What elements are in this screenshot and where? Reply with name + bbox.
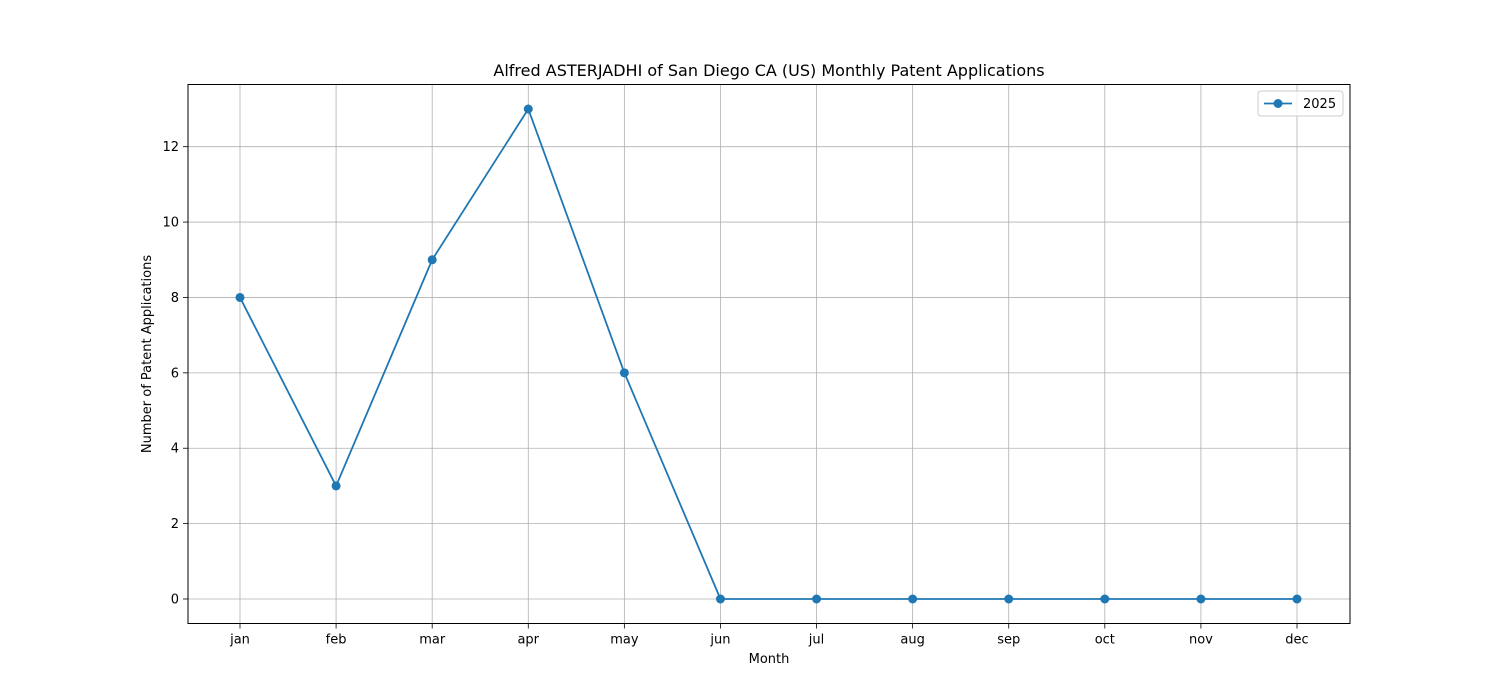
x-tick-label: sep (997, 633, 1020, 648)
data-point-nov (1196, 595, 1205, 604)
data-point-aug (908, 595, 917, 604)
x-tick-label: nov (1189, 633, 1213, 648)
legend-entry-label: 2025 (1303, 97, 1336, 112)
data-point-jun (716, 595, 725, 604)
x-tick-label: jan (229, 633, 250, 648)
data-point-apr (524, 105, 533, 114)
y-tick-label: 6 (171, 366, 179, 381)
y-tick-label: 0 (171, 593, 179, 608)
y-axis-label: Number of Patent Applications (140, 255, 155, 453)
x-tick-label: jun (709, 633, 730, 648)
x-tick-label: may (610, 633, 639, 648)
y-tick-label: 10 (162, 216, 179, 231)
y-tick-label: 12 (162, 140, 179, 155)
legend: 2025 (1258, 91, 1343, 116)
data-point-mar (428, 255, 437, 264)
x-tick-label: jul (808, 633, 824, 648)
data-point-jan (236, 293, 245, 302)
x-tick-label: aug (900, 633, 924, 648)
data-point-may (620, 368, 629, 377)
data-point-feb (332, 481, 341, 490)
y-tick-label: 8 (171, 291, 179, 306)
data-point-jul (812, 595, 821, 604)
x-tick-label: dec (1285, 633, 1308, 648)
data-point-dec (1293, 595, 1302, 604)
x-tick-label: feb (326, 633, 347, 648)
chart-title: Alfred ASTERJADHI of San Diego CA (US) M… (493, 61, 1044, 80)
y-tick-label: 2 (171, 517, 179, 532)
x-tick-label: mar (419, 633, 446, 648)
legend-marker (1274, 99, 1283, 108)
x-axis-label: Month (749, 652, 790, 667)
x-tick-label: oct (1095, 633, 1115, 648)
x-tick-label: apr (517, 633, 539, 648)
data-point-sep (1004, 595, 1013, 604)
data-point-oct (1100, 595, 1109, 604)
y-tick-label: 4 (171, 442, 179, 457)
